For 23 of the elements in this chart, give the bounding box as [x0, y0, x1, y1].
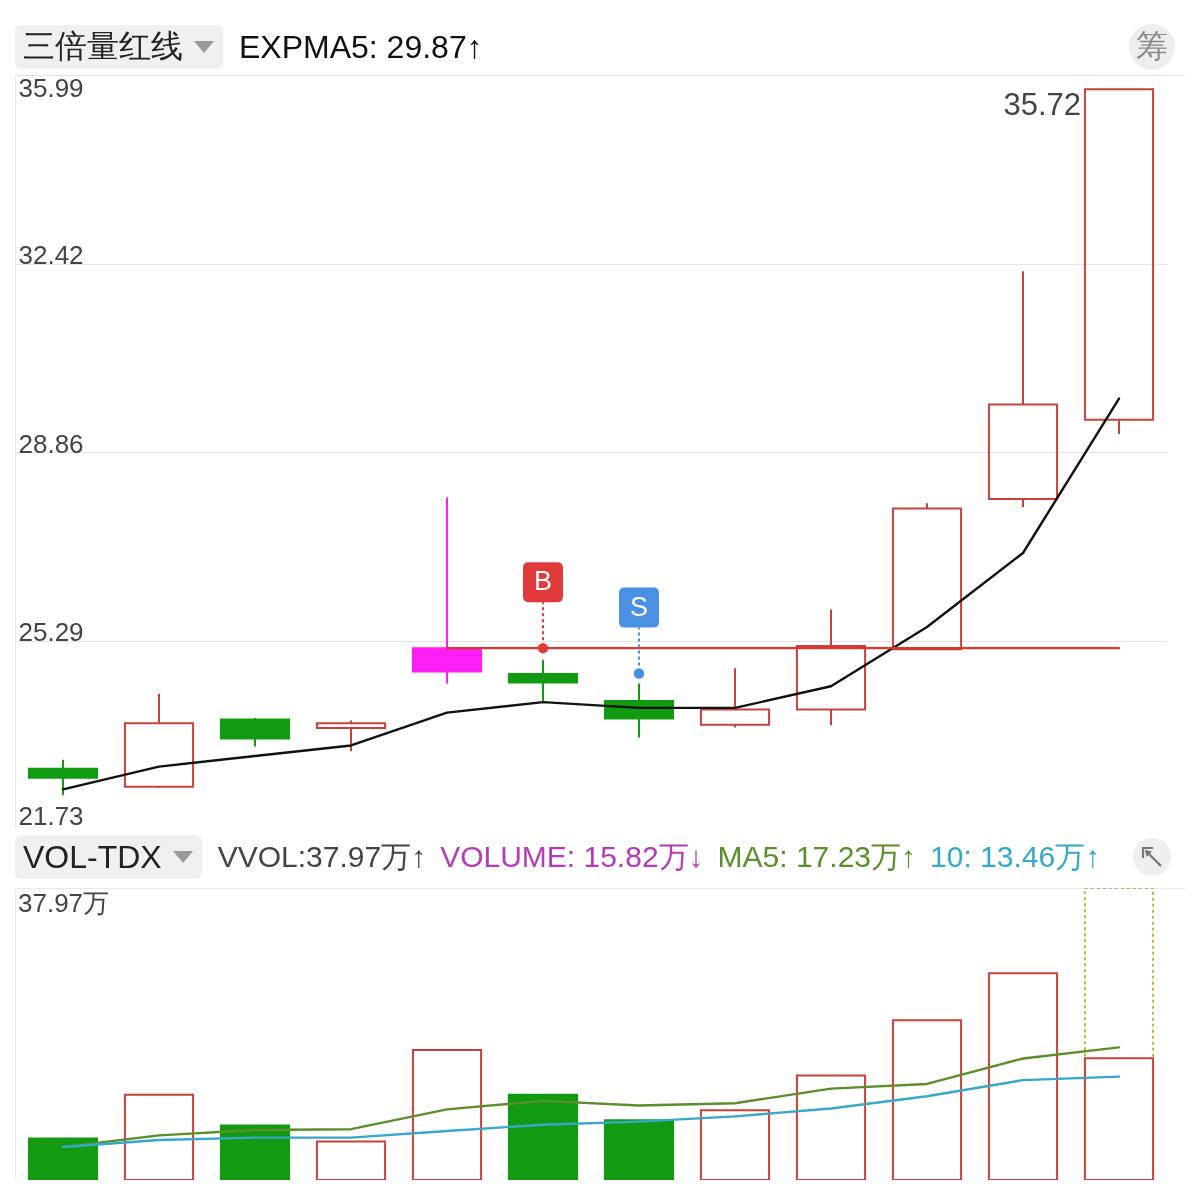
annotation: 35.72: [1003, 87, 1081, 122]
round-button: 筹: [1129, 24, 1175, 70]
chart-title: 三倍量红线: [23, 27, 183, 66]
data-label: B: [533, 566, 553, 597]
data-label: S: [629, 591, 649, 622]
chart-title: VOL-TDX: [23, 838, 162, 876]
y-tick-label: 25.29: [18, 617, 84, 648]
text: 10: 13.46万↑: [930, 838, 1101, 875]
bar: [603, 1119, 675, 1180]
text: MA5: 17.23万↑: [717, 838, 917, 875]
annotation: 37.97万: [18, 888, 110, 918]
text: VOLUME: 15.82万↓: [440, 838, 704, 875]
y-tick-label: 35.99: [18, 72, 84, 103]
y-tick-label: 28.86: [18, 428, 84, 459]
text: EXPMA5: 29.87↑: [239, 28, 483, 66]
bar: [27, 1137, 99, 1180]
dropdown: VOL-TDX: [15, 835, 202, 879]
dropdown: 三倍量红线: [15, 25, 223, 69]
bar: [507, 1093, 579, 1180]
y-tick-label: 21.73: [18, 800, 84, 831]
bar: [219, 1124, 291, 1180]
y-tick-label: 32.42: [18, 240, 84, 271]
text: VVOL:37.97万↑: [217, 838, 427, 875]
